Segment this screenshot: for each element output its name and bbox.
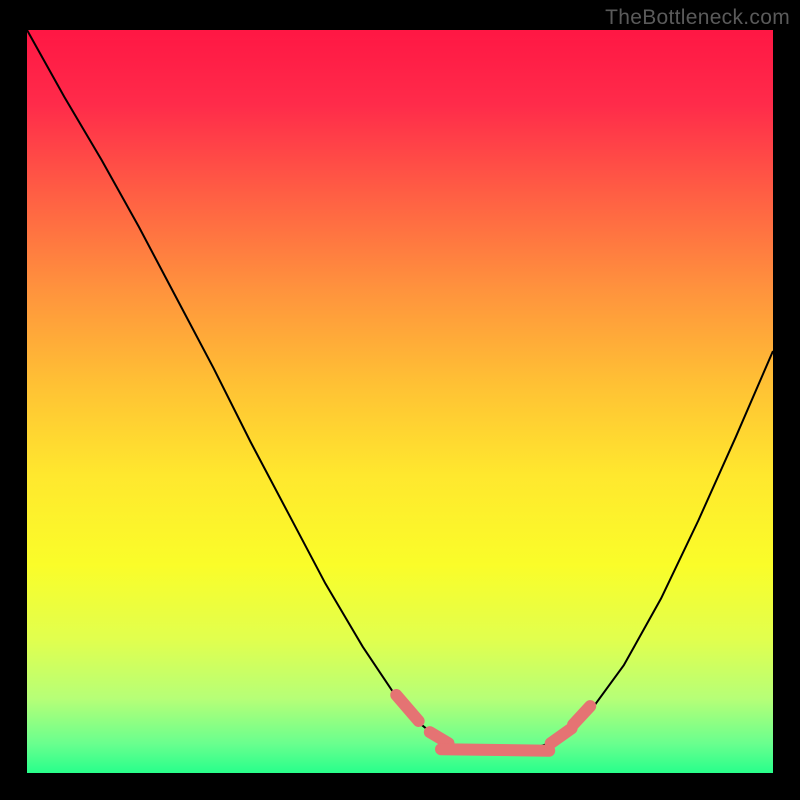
watermark-text: TheBottleneck.com [605,6,790,30]
trough-segment [441,749,549,750]
gradient-background [27,30,773,773]
chart-container: TheBottleneck.com [0,0,800,800]
bottleneck-chart [0,0,800,800]
